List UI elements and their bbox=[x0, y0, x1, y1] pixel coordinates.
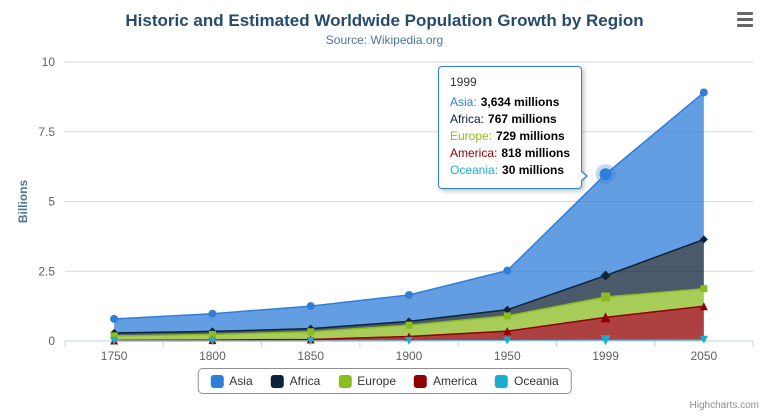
tooltip-series-label: Oceania: bbox=[450, 163, 499, 177]
hamburger-bar bbox=[737, 23, 753, 27]
svg-text:1800: 1800 bbox=[199, 349, 226, 363]
tooltip-series-value: 767 millions bbox=[488, 112, 557, 126]
tooltip-row: Europe: 729 millions bbox=[450, 129, 570, 144]
tooltip-row: Asia: 3,634 millions bbox=[450, 95, 570, 110]
y-axis-title: Billions bbox=[16, 180, 30, 224]
legend-symbol bbox=[270, 374, 284, 388]
svg-text:2.5: 2.5 bbox=[38, 264, 55, 278]
svg-text:1950: 1950 bbox=[494, 349, 521, 363]
hamburger-icon bbox=[737, 11, 753, 27]
legend-label: Asia bbox=[229, 374, 253, 388]
hamburger-bar bbox=[737, 17, 753, 21]
legend-label: Europe bbox=[357, 374, 397, 388]
svg-text:0: 0 bbox=[48, 334, 55, 348]
chart-title: Historic and Estimated Worldwide Populat… bbox=[125, 11, 644, 30]
legend-item-europe[interactable]: Europe bbox=[338, 374, 396, 388]
tooltip-series-label: Africa: bbox=[450, 112, 485, 126]
tooltip-series-value: 30 millions bbox=[502, 163, 565, 177]
tooltip-series-label: Europe: bbox=[450, 129, 493, 143]
export-menu-button[interactable] bbox=[733, 8, 757, 30]
legend-label: Africa bbox=[289, 374, 321, 388]
x-axis-labels: 1750 1800 1850 1900 1950 1999 2050 bbox=[101, 349, 718, 363]
tooltip-series-value: 729 millions bbox=[496, 129, 565, 143]
legend-symbol bbox=[495, 374, 509, 388]
svg-text:7.5: 7.5 bbox=[38, 125, 55, 139]
tooltip: 1999 Asia: 3,634 millions Africa: 767 mill… bbox=[438, 66, 589, 189]
x-axis-ticks bbox=[64, 341, 754, 347]
area-africa[interactable] bbox=[114, 239, 704, 336]
svg-text:1999: 1999 bbox=[592, 349, 619, 363]
point-markers[interactable] bbox=[110, 88, 708, 346]
tooltip-row: America: 818 millions bbox=[450, 146, 570, 161]
svg-text:10: 10 bbox=[42, 55, 56, 69]
tooltip-series-value: 3,634 millions bbox=[480, 95, 560, 109]
chart-subtitle: Source: Wikipedia.org bbox=[325, 33, 444, 47]
tooltip-header: 1999 bbox=[450, 75, 477, 89]
tooltip-series-label: Asia: bbox=[450, 95, 477, 109]
legend: Asia Africa Europe America Oceania bbox=[197, 368, 572, 394]
legend-label: Oceania bbox=[514, 374, 559, 388]
legend-label: America bbox=[433, 374, 478, 388]
legend-item-africa[interactable]: Africa bbox=[270, 374, 321, 388]
svg-text:1850: 1850 bbox=[297, 349, 324, 363]
credits-link[interactable]: Highcharts.com bbox=[689, 400, 759, 411]
svg-text:1900: 1900 bbox=[396, 349, 423, 363]
tooltip-row: Africa: 767 millions bbox=[450, 112, 570, 127]
tooltip-series-value: 818 millions bbox=[501, 146, 571, 160]
legend-symbol bbox=[414, 374, 428, 388]
svg-text:1750: 1750 bbox=[101, 349, 128, 363]
y-axis-labels: 0 2.5 5 7.5 10 bbox=[38, 55, 55, 348]
legend-symbol bbox=[210, 374, 224, 388]
area-asia[interactable] bbox=[114, 92, 704, 333]
legend-symbol bbox=[338, 374, 352, 388]
hamburger-bar bbox=[737, 11, 753, 15]
svg-text:2050: 2050 bbox=[691, 349, 718, 363]
legend-item-oceania[interactable]: Oceania bbox=[495, 374, 559, 388]
legend-item-america[interactable]: America bbox=[414, 374, 477, 388]
area-series[interactable] bbox=[114, 91, 705, 342]
tooltip-row: Oceania: 30 millions bbox=[450, 163, 570, 178]
tooltip-series-label: America: bbox=[450, 146, 498, 160]
svg-text:5: 5 bbox=[48, 195, 55, 209]
legend-item-asia[interactable]: Asia bbox=[210, 374, 253, 388]
area-america[interactable] bbox=[114, 306, 704, 341]
